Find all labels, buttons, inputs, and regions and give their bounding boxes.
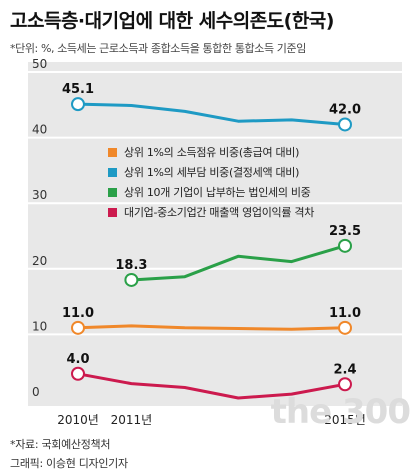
y-tick-label: 0: [32, 385, 40, 399]
data-point: [338, 377, 352, 392]
data-point: [338, 117, 352, 132]
data-label: 4.0: [66, 352, 89, 367]
y-tick-label: 10: [32, 319, 47, 333]
source-note: *자료: 국회예산정책처: [10, 438, 111, 451]
legend-label: 상위 1%의 소득점유 비중(총급여 대비): [124, 146, 299, 159]
x-tick-label: 2011년: [111, 413, 153, 427]
data-label: 11.0: [62, 306, 94, 321]
plot-area: [28, 62, 402, 406]
legend-swatch: [108, 168, 117, 177]
data-label: 2.4: [333, 362, 356, 377]
watermark: the 300: [270, 392, 411, 432]
data-point: [71, 320, 85, 335]
unit-note: *단위: %, 소득세는 근로소득과 종합소득을 통합한 통합소득 기준임: [10, 42, 306, 55]
data-point: [338, 238, 352, 253]
y-tick-label: 30: [32, 188, 47, 202]
data-label: 11.0: [329, 306, 361, 321]
series-line: [76, 324, 347, 331]
series-line: [76, 102, 347, 126]
data-label: 42.0: [329, 102, 361, 117]
data-label: 45.1: [62, 82, 94, 97]
legend-label: 상위 1%의 세부담 비중(결정세액 대비): [124, 166, 299, 179]
y-tick-label: 50: [32, 57, 47, 71]
graphic-credit: 그래픽: 이승현 디자인기자: [10, 457, 128, 470]
x-tick-label: 2015년: [324, 413, 366, 427]
data-point: [124, 272, 139, 287]
legend-swatch: [108, 148, 117, 157]
data-point: [71, 366, 85, 381]
data-label: 18.3: [115, 258, 147, 273]
legend-swatch: [108, 188, 117, 197]
legend-label: 대기업-중소기업간 매출액 영업이익률 격차: [124, 206, 314, 219]
data-point: [338, 320, 352, 335]
data-label: 23.5: [329, 224, 361, 239]
data-point: [71, 97, 85, 112]
legend-label: 상위 10개 기업이 납부하는 법인세의 비중: [124, 185, 311, 199]
series-line: [129, 244, 347, 282]
legend-swatch: [108, 208, 117, 217]
series-line: [76, 372, 347, 400]
y-tick-label: 40: [32, 123, 47, 137]
y-tick-label: 20: [32, 254, 47, 268]
page-title: 고소득층·대기업에 대한 세수의존도(한국): [10, 10, 334, 32]
x-tick-label: 2010년: [57, 413, 99, 427]
